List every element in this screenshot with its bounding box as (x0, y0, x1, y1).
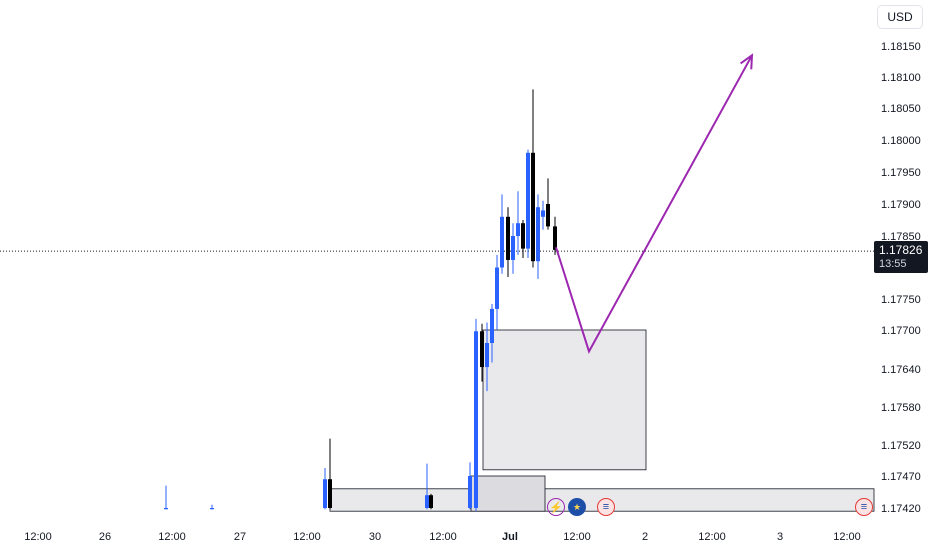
demand-zone-upper (482, 329, 647, 471)
currency-selector[interactable]: USD (877, 5, 923, 29)
time-tick-label: Jul (502, 531, 518, 543)
time-tick-label: 12:00 (563, 531, 591, 543)
candle-19 (536, 194, 540, 279)
candle-body (531, 152, 535, 262)
candle-8 (480, 323, 484, 382)
candle-3 (328, 438, 332, 510)
candle-body (468, 476, 472, 508)
time-axis[interactable]: 12:00 26 12:00 27 12:00 30 12:00 Jul 12:00 2 12:00… (24, 531, 861, 543)
lightning-glyph: ⚡ (549, 501, 563, 514)
candle-6 (468, 462, 472, 510)
eu-event-icon[interactable]: ★ (568, 498, 586, 516)
candle-13 (506, 207, 510, 277)
projection-path (555, 54, 753, 354)
time-tick-label: 3 (777, 531, 783, 543)
candle-12 (500, 194, 504, 274)
time-tick-label: 30 (369, 531, 381, 543)
candle-18 (531, 89, 535, 268)
candle-body (485, 343, 489, 368)
candle-7 (474, 318, 478, 512)
candle-0 (164, 485, 168, 510)
demand-zone-lower-shade (470, 475, 546, 512)
price-tick-label: 1.17700 (881, 325, 921, 337)
candle-4 (425, 463, 429, 510)
zones-layer (329, 329, 875, 512)
candle-body (210, 508, 214, 510)
candle-15 (516, 191, 520, 255)
candle-body (500, 216, 504, 268)
price-tick-label: 1.17900 (881, 199, 921, 211)
us-glyph-right: ≡ (860, 501, 868, 513)
price-tick-label: 1.17850 (881, 231, 921, 243)
candle-body (323, 479, 327, 508)
candle-11 (495, 254, 499, 330)
eu-glyph: ★ (572, 501, 582, 512)
us-event-icon-right[interactable]: ≡ (855, 498, 873, 516)
candle-22 (553, 216, 557, 255)
candle-body (429, 495, 433, 508)
candle-body (511, 236, 515, 260)
candle-body (546, 204, 550, 227)
time-tick-label: 12:00 (24, 531, 52, 543)
us-event-icon[interactable]: ≡ (597, 498, 615, 516)
candle-body (536, 207, 540, 262)
last-price-label: 1.17826 13:55 (874, 241, 928, 273)
time-tick-label: 12:00 (698, 531, 726, 543)
price-tick-label: 1.17750 (881, 294, 921, 306)
time-tick-label: 12:00 (293, 531, 321, 543)
candle-9 (485, 322, 489, 392)
us-glyph: ≡ (602, 501, 610, 513)
candle-16 (521, 220, 525, 259)
time-tick-label: 2 (642, 531, 648, 543)
price-tick-label: 1.17470 (881, 471, 921, 483)
price-tick-label: 1.18000 (881, 135, 921, 147)
candle-body (490, 308, 494, 343)
price-tick-label: 1.18050 (881, 103, 921, 115)
candle-1 (210, 504, 214, 510)
candle-14 (511, 223, 515, 274)
candle-20 (541, 200, 545, 230)
time-tick-label: 12:00 (158, 531, 186, 543)
currency-label: USD (887, 10, 913, 24)
price-tick-label: 1.17420 (881, 503, 921, 515)
price-tick-label: 1.17580 (881, 402, 921, 414)
price-tick-label: 1.17520 (881, 440, 921, 452)
bar-countdown: 13:55 (879, 258, 907, 270)
time-tick-label: 12:00 (833, 531, 861, 543)
candle-body (495, 267, 499, 309)
candle-body (516, 223, 520, 236)
candle-21 (546, 178, 550, 230)
candle-body (521, 223, 525, 249)
time-tick-label: 26 (99, 531, 111, 543)
last-price-value: 1.17826 (879, 243, 923, 257)
candle-5 (429, 493, 433, 510)
candle-body (526, 152, 530, 249)
time-tick-label: 27 (234, 531, 246, 543)
lightning-event-icon[interactable]: ⚡ (547, 498, 565, 516)
candle-body (553, 226, 557, 250)
time-tick-label: 12:00 (429, 531, 457, 543)
candle-17 (526, 149, 530, 259)
candle-body (541, 210, 545, 217)
candle-body (506, 216, 510, 260)
projection-arrowhead (740, 53, 754, 70)
candle-body (425, 495, 429, 508)
candle-10 (490, 303, 494, 363)
candle-body (164, 508, 168, 510)
candle-body (328, 479, 332, 508)
candle-body (480, 331, 484, 368)
candles-layer (164, 89, 557, 512)
projection-arrow (555, 53, 754, 354)
candle-2 (323, 467, 327, 510)
price-tick-label: 1.17640 (881, 364, 921, 376)
candle-body (474, 331, 478, 508)
price-axis[interactable]: 1.18150 1.18100 1.18050 1.18000 1.17950 1.179… (881, 41, 921, 515)
price-tick-label: 1.18150 (881, 41, 921, 53)
price-tick-label: 1.18100 (881, 72, 921, 84)
price-tick-label: 1.17950 (881, 167, 921, 179)
